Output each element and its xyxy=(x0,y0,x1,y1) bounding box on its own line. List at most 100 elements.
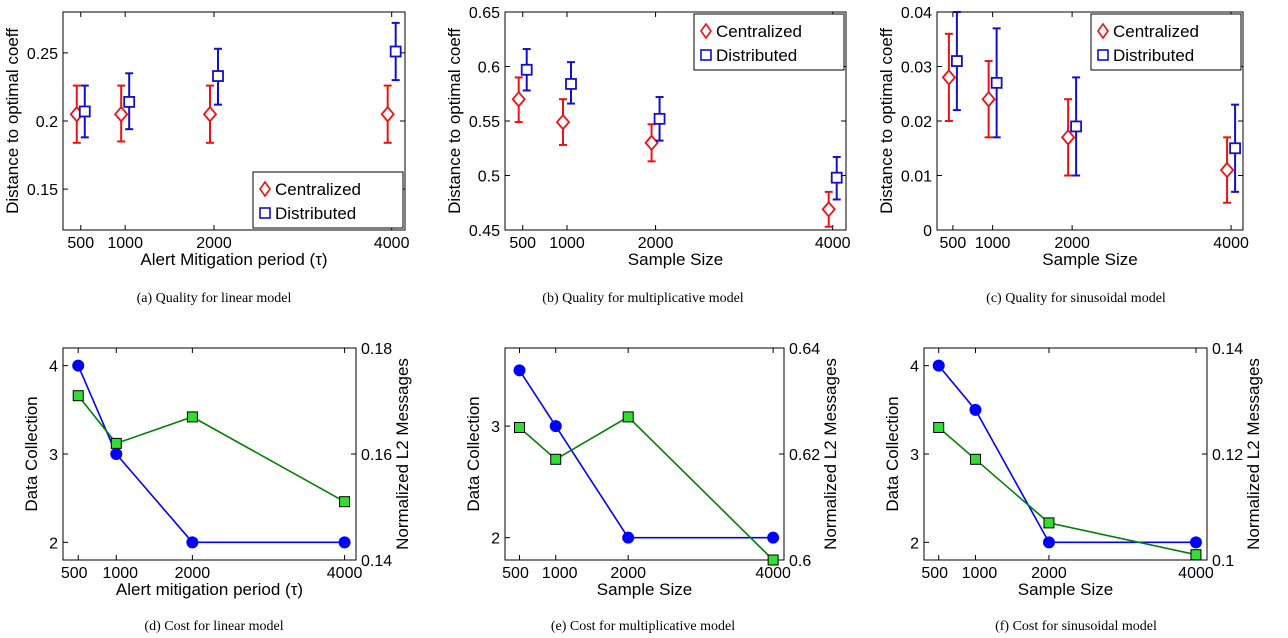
x-tick-label: 1000 xyxy=(107,235,143,252)
legend: Centralized Distributed xyxy=(252,171,404,229)
x-tick-label: 500 xyxy=(509,235,536,252)
series-line-data-collection xyxy=(518,369,774,539)
x-axis-label: Sample Size xyxy=(1018,580,1113,599)
point-centralized xyxy=(981,90,996,108)
y-axis-label: Distance to optimal coeff xyxy=(3,28,22,214)
plot-frame xyxy=(504,347,785,561)
point-l2-messages xyxy=(1190,549,1202,561)
point-data-collection xyxy=(186,536,199,549)
y2-tick-label: 0.64 xyxy=(789,341,820,358)
legend-box xyxy=(693,13,845,71)
point-l2-messages xyxy=(339,496,351,508)
panel-caption: (b) Quality for multiplicative model xyxy=(542,291,744,306)
x-tick-label: 2000 xyxy=(638,235,674,252)
panel-caption: (c) Quality for sinusoidal model xyxy=(986,291,1166,306)
x-tick-label: 500 xyxy=(67,235,94,252)
point-data-collection xyxy=(549,420,562,433)
point-distributed xyxy=(653,112,666,125)
point-data-collection xyxy=(969,403,982,416)
point-data-collection xyxy=(513,364,526,377)
x-tick-label: 2000 xyxy=(1031,565,1067,582)
x-tick-label: 1000 xyxy=(975,235,1011,252)
point-data-collection xyxy=(622,531,635,544)
legend-label: Centralized xyxy=(716,22,802,41)
y-tick-label: 0.5 xyxy=(478,169,500,186)
panel-caption: (e) Cost for multiplicative model xyxy=(551,619,735,634)
y-axis-label: Distance to optimal coeff xyxy=(877,28,896,214)
y-tick-label: 3 xyxy=(49,447,58,464)
legend-marker-distributed xyxy=(259,207,271,219)
legend: Centralized Distributed xyxy=(693,13,845,71)
legend-label: Distributed xyxy=(716,46,797,65)
y-tick-label: 0.15 xyxy=(27,182,58,199)
y-tick-label: 4 xyxy=(49,359,58,376)
y-tick-label: 0.25 xyxy=(27,46,58,63)
series-line-data-collection xyxy=(77,365,345,544)
y-tick-label: 0.2 xyxy=(36,114,58,131)
y-tick-label: 0.45 xyxy=(469,223,500,240)
x-tick-label: 2000 xyxy=(196,235,232,252)
point-l2-messages xyxy=(186,411,198,423)
point-l2-messages xyxy=(513,422,525,433)
point-l2-messages xyxy=(933,422,945,433)
x-tick-label: 500 xyxy=(502,565,529,582)
legend: Centralized Distributed xyxy=(1090,13,1242,71)
y-axis-label: Data Collection xyxy=(22,396,41,511)
point-data-collection xyxy=(110,448,123,460)
y-tick-label: 0.04 xyxy=(901,5,932,22)
legend-marker-centralized xyxy=(259,180,271,198)
panel-caption: (a) Quality for linear model xyxy=(137,291,292,306)
x-tick-label: 4000 xyxy=(374,235,410,252)
x-tick-label: 4000 xyxy=(815,235,851,252)
legend-label: Centralized xyxy=(275,180,361,199)
point-centralized xyxy=(511,90,526,108)
panel-5: 500 1000 2000 4000 2 3 4 0.1 0.12 0.14 Sample Size… xyxy=(883,341,1263,634)
y-tick-label: 4 xyxy=(910,359,919,376)
y-tick-label: 2 xyxy=(910,535,919,552)
point-distributed xyxy=(950,55,963,67)
point-centralized xyxy=(380,105,395,123)
y2-tick-label: 0.18 xyxy=(361,341,392,358)
point-centralized xyxy=(1060,128,1076,146)
x-axis-label: Sample Size xyxy=(628,250,723,269)
point-centralized xyxy=(644,134,659,152)
point-distributed xyxy=(78,105,91,118)
x-tick-label: 500 xyxy=(940,235,967,252)
point-l2-messages xyxy=(550,453,562,465)
series-line-data-collection xyxy=(938,365,1196,544)
panel-0: 500 1000 2000 4000 0.15 0.2 0.25 Alert Mitigati… xyxy=(3,11,410,306)
x-axis-label: Alert mitigation period (τ) xyxy=(116,580,303,599)
y-tick-label: 0.65 xyxy=(469,5,500,22)
point-distributed xyxy=(1229,142,1241,155)
point-centralized xyxy=(941,69,957,86)
point-data-collection xyxy=(767,531,780,544)
y2-tick-label: 0.12 xyxy=(1212,447,1243,464)
x-axis-label: Sample Size xyxy=(597,580,692,599)
point-l2-messages xyxy=(110,437,122,449)
plot-frame xyxy=(923,347,1208,561)
legend-marker-centralized xyxy=(1097,22,1109,40)
y-tick-label: 0.02 xyxy=(901,114,932,131)
point-distributed xyxy=(830,171,843,184)
point-centralized xyxy=(1219,161,1235,179)
legend-marker-centralized xyxy=(700,22,712,40)
x-tick-label: 500 xyxy=(921,565,948,582)
point-distributed xyxy=(389,45,402,58)
point-distributed xyxy=(212,70,224,82)
x-tick-label: 1000 xyxy=(542,565,578,582)
plot-frame xyxy=(62,347,357,561)
x-tick-label: 1000 xyxy=(102,565,138,582)
legend-marker-distributed xyxy=(700,49,712,61)
y2-tick-label: 0.6 xyxy=(789,553,811,570)
point-distributed xyxy=(520,63,533,76)
y-tick-label: 0 xyxy=(923,223,932,240)
y-axis-label: Data Collection xyxy=(464,396,483,511)
y-tick-label: 2 xyxy=(491,531,500,548)
panel-1: 500 1000 2000 4000 0.45 0.5 0.55 0.6 0.65 Sample … xyxy=(445,5,851,306)
y-tick-label: 0.55 xyxy=(469,114,500,131)
point-l2-messages xyxy=(767,554,779,566)
x-axis-label: Alert Mitigation period (τ) xyxy=(140,250,327,269)
x-tick-label: 2000 xyxy=(175,565,211,582)
point-data-collection xyxy=(1042,536,1055,549)
